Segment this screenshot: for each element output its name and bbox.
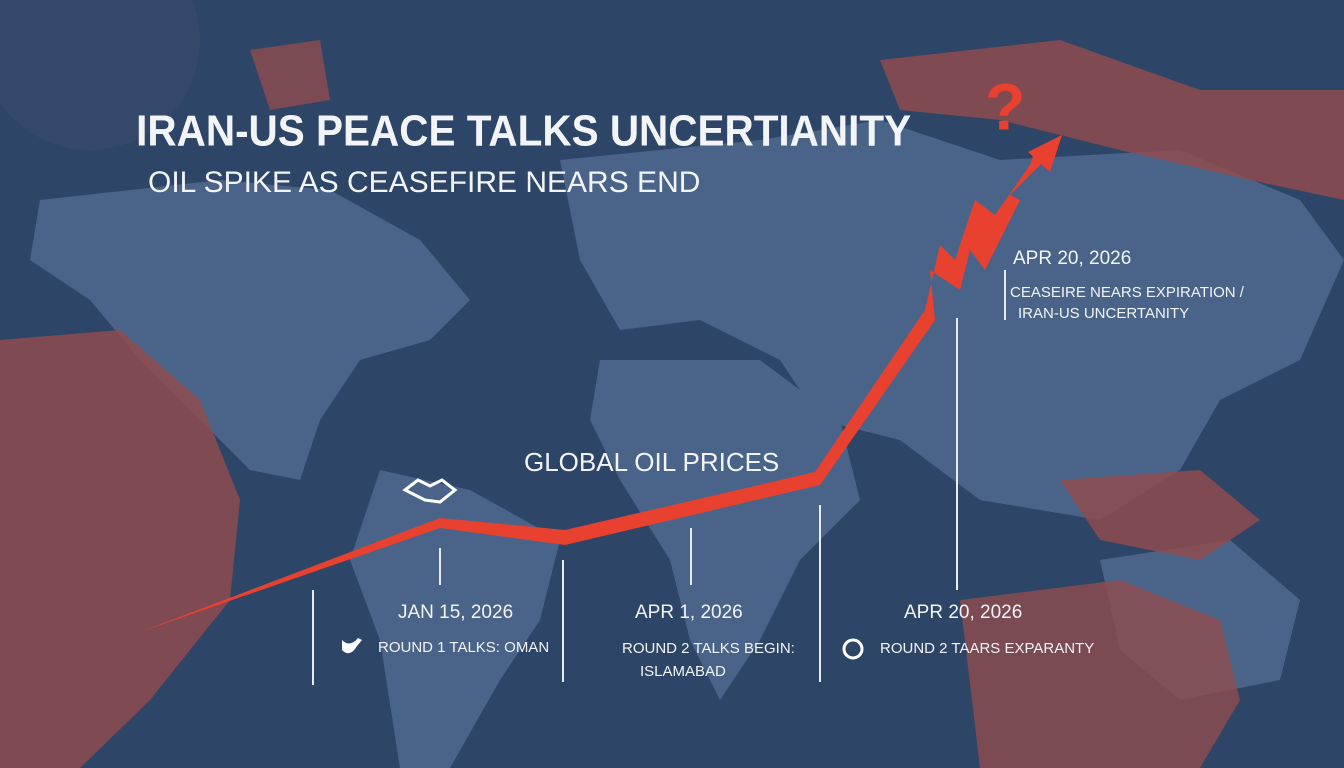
continent — [560, 120, 1344, 520]
continent — [350, 470, 560, 768]
callout-text: CEASEIRE NEARS EXPIRATION / — [1010, 284, 1245, 301]
event-text: ISLAMABAD — [640, 663, 726, 680]
bird-icon — [342, 638, 362, 654]
highlight-region — [960, 580, 1240, 768]
callout-text: IRAN-US UNCERTANITY — [1018, 305, 1189, 322]
timeline-lines — [312, 270, 1006, 685]
price-line-shape — [140, 140, 1060, 632]
event-text: ROUND 1 TALKS: OMAN — [378, 639, 549, 656]
continent — [590, 360, 860, 700]
icon — [342, 638, 362, 654]
hazard-icon — [842, 638, 864, 660]
map-decoration — [0, 0, 200, 150]
subtitle: OIL SPIKE AS CEASEFIRE NEARS END — [148, 166, 700, 199]
callout-date: APR 20, 2026 — [1013, 248, 1131, 269]
icon — [402, 478, 458, 504]
highlight-region — [880, 40, 1344, 200]
title: IRAN-US PEACE TALKS UNCERTIANITY — [136, 106, 911, 155]
event-date: APR 1, 2026 — [635, 602, 743, 623]
event-date: APR 20, 2026 — [904, 602, 1022, 623]
highlight-region — [250, 40, 330, 110]
event-text: ROUND 2 TALKS BEGIN: — [622, 640, 795, 657]
continent — [30, 180, 470, 480]
arrow-head — [1028, 135, 1062, 172]
event-date: JAN 15, 2026 — [398, 602, 513, 623]
event-text: ROUND 2 TAARS EXPARANTY — [880, 640, 1094, 657]
highlight-region — [0, 330, 240, 768]
question-marker: ? — [985, 69, 1025, 143]
price-line — [140, 135, 1062, 632]
icon — [842, 638, 864, 660]
handshake-icon — [402, 478, 458, 504]
highlight-region — [1060, 470, 1260, 560]
chart-label: GLOBAL OIL PRICES — [524, 447, 779, 477]
